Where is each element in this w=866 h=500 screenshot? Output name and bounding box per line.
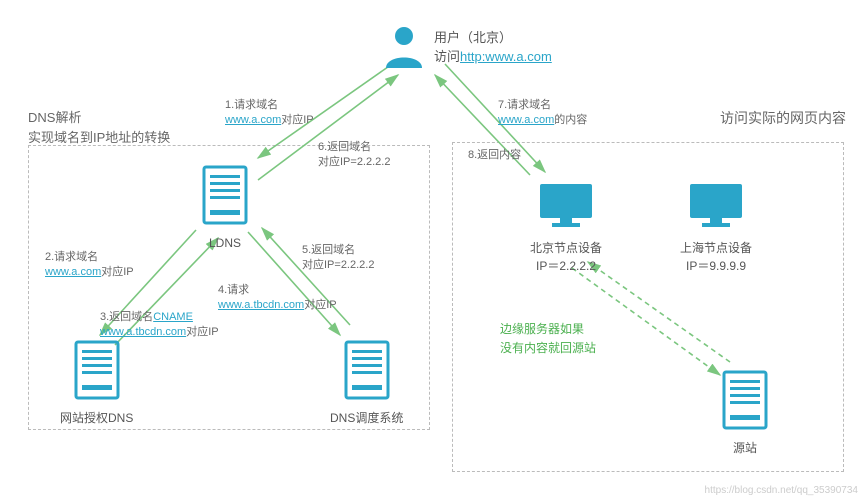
server-icon: [720, 370, 770, 430]
right-title: 访问实际的网页内容: [720, 108, 846, 128]
ldns-label: LDNS: [200, 234, 250, 252]
edge-7-label: 7.请求域名www.a.com的内容: [498, 98, 587, 129]
bj-label-1: 北京节点设备: [530, 239, 602, 257]
authdns-label: 网站授权DNS: [60, 409, 133, 427]
server-icon: [342, 340, 392, 400]
user-url: http:www.a.com: [460, 49, 552, 64]
bj-label-2: IP＝2.2.2.2: [530, 257, 602, 275]
sh-node: 上海节点设备 IP＝9.9.9.9: [680, 180, 752, 275]
bj-node: 北京节点设备 IP＝2.2.2.2: [530, 180, 602, 275]
server-icon: [200, 165, 250, 225]
watermark: https://blog.csdn.net/qq_35390734: [705, 485, 858, 496]
user-node: 用户（北京） 访问http:www.a.com: [380, 22, 552, 70]
user-label-1: 用户（北京）: [434, 27, 552, 46]
user-label-2: 访问http:www.a.com: [434, 46, 552, 65]
edge-3-label: 3.返回域名CNAMEwww.a.tbcdn.com对应IP: [100, 310, 219, 341]
edge-5-label: 5.返回域名对应IP=2.2.2.2: [302, 243, 374, 274]
server-icon: [72, 340, 122, 400]
origin-node: 源站: [720, 370, 770, 457]
sh-label-1: 上海节点设备: [680, 239, 752, 257]
monitor-icon: [536, 180, 596, 230]
edge-2-label: 2.请求域名www.a.com对应IP: [45, 250, 134, 281]
sh-label-2: IP＝9.9.9.9: [680, 257, 752, 275]
dnsdisp-node: DNS调度系统: [330, 340, 403, 427]
green-note: 边缘服务器如果没有内容就回源站: [500, 320, 596, 358]
edge-8-label: 8.返回内容: [468, 148, 521, 163]
monitor-icon: [686, 180, 746, 230]
user-icon: [380, 22, 428, 70]
dnsdisp-label: DNS调度系统: [330, 409, 403, 427]
origin-label: 源站: [720, 439, 770, 457]
right-region-box: [452, 142, 844, 472]
authdns-node: 网站授权DNS: [60, 340, 133, 427]
edge-6-label: 6.返回域名对应IP=2.2.2.2: [318, 140, 390, 171]
edge-4-label: 4.请求www.a.tbcdn.com对应IP: [218, 283, 337, 314]
left-title: DNS解析 实现域名到IP地址的转换: [28, 108, 170, 147]
ldns-node: LDNS: [200, 165, 250, 252]
edge-1-label: 1.请求域名www.a.com对应IP: [225, 98, 314, 129]
